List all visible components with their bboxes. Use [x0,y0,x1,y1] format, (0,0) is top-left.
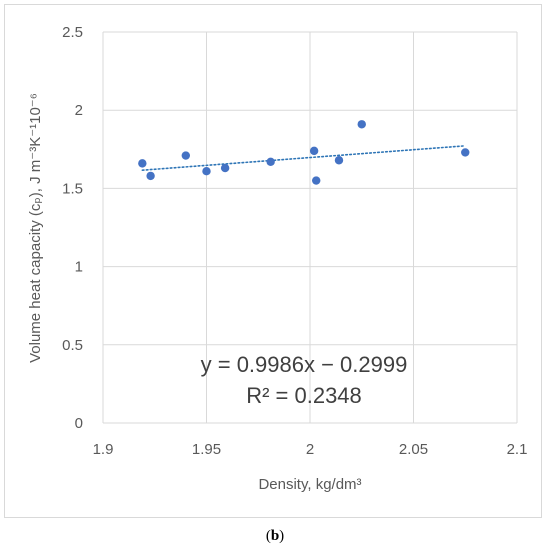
x-axis-title: Density, kg/dm³ [258,476,361,493]
data-point [146,171,155,181]
data-point [202,166,211,176]
data-point [312,176,321,185]
y-tick-label: 1 [75,259,83,276]
caption-label: b [270,528,280,544]
trendline-layer [141,145,467,171]
chart-area [4,4,542,518]
y-tick-label: 2.5 [62,24,83,41]
y-tick-label: 1.5 [62,180,83,197]
y-tick-label: 0.5 [62,337,83,354]
data-point [357,120,366,129]
data-point [266,157,275,167]
figure-caption: (b) [0,528,550,545]
caption-open-paren: ( [265,528,271,544]
data-point [461,148,470,157]
data-point [220,163,230,173]
y-axis-title: Volume heat capacity (cₚ), J m⁻³K⁻¹10⁻⁶ [27,93,44,363]
grid-layer [102,31,518,424]
data-point [181,151,190,160]
y-tick-label: 2 [75,102,83,119]
points-layer [138,120,470,185]
x-tick-label: 1.9 [93,441,114,458]
x-tick-label: 2 [306,441,314,458]
x-tick-label: 2.1 [507,441,528,458]
trendline-equation: y = 0.9986x − 0.2999 [201,352,408,377]
data-point [334,156,344,165]
x-tick-label: 2.05 [399,441,428,458]
data-point [309,146,319,156]
scatter-chart: 0 0.5 1 1.5 2 2.5 1.9 1.95 2 2.05 2.1 y = 0.9986x … [27,24,527,493]
x-tick-label: 1.95 [192,441,221,458]
y-tick-label: 0 [75,415,83,432]
tick-labels: 0 0.5 1 1.5 2 2.5 1.9 1.95 2 2.05 2.1 [62,24,527,458]
caption-close-paren: ) [279,528,285,544]
data-point [138,159,147,168]
r-squared-label: R² = 0.2348 [246,383,362,408]
trendline [141,145,467,171]
